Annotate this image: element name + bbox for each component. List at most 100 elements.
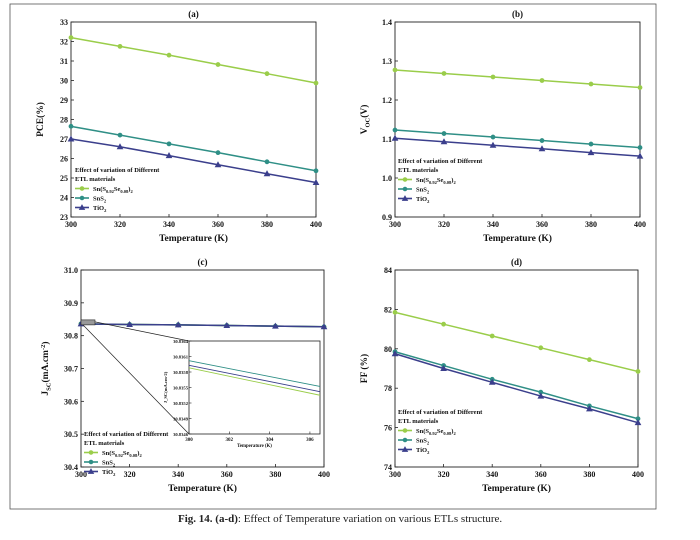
series-line-d-1 [394, 351, 639, 420]
figure-caption: Fig. 14. (a-d): Effect of Temperature va… [178, 513, 678, 525]
y-tick-label-b: 1.3 [382, 57, 392, 66]
series-line-a-2 [70, 138, 317, 184]
y-tick-label-a: 29 [60, 96, 68, 105]
zoom-box [80, 319, 96, 326]
panel-label-c: (c) [198, 257, 208, 267]
legend-title-line1: Effect of variation of Different [398, 409, 483, 416]
y-tick-label-a: 27 [60, 135, 68, 144]
series-line-a-0 [70, 36, 317, 84]
y-tick-label-c: 30.6 [64, 397, 78, 406]
legend-marker-2 [401, 446, 409, 452]
data-point-a-2 [67, 135, 75, 142]
data-point-b-2 [636, 152, 644, 159]
data-point-b-1 [539, 138, 545, 143]
y-tick-label-a: 23 [60, 213, 68, 222]
inset-x-tick-label: 306 [306, 438, 314, 443]
y-tick-label-b: 1.2 [382, 96, 392, 105]
x-tick-label-b: 400 [634, 220, 646, 229]
data-point-b-1 [588, 141, 594, 147]
figure: (a) 300 320 340 360 380 400 23 24 25 26 27 28 29 30 31 3… [9, 3, 657, 510]
x-tick-label-b: 380 [585, 220, 597, 229]
legend-marker-0 [88, 450, 94, 455]
x-tick-label-a: 400 [310, 220, 322, 229]
data-point-b-2 [440, 138, 448, 145]
inset-y-tick-label: 30.8361 [173, 354, 189, 359]
legend-entry-0: Sn(S0.92Se0.08)2 [93, 186, 133, 194]
legend-title-line1: Effect of variation of Different [398, 158, 483, 165]
inset-y-tick-label: 30.8355 [173, 385, 189, 390]
data-point-c-2 [126, 320, 133, 328]
data-point-c-2 [174, 321, 182, 328]
data-point-c-2 [320, 323, 328, 330]
data-point-b-0 [588, 81, 594, 87]
data-point-a-1 [215, 150, 221, 156]
legend-entry-0: Sn(S0.92Se0.08)2 [416, 177, 456, 185]
legend-marker-1 [88, 459, 94, 465]
y-tick-label-d: 78 [384, 384, 392, 393]
legend-title-line1: Effect of variation of Different [75, 167, 160, 174]
data-point-d-0 [538, 345, 544, 351]
caption-label: Fig. 14. [178, 513, 213, 525]
x-tick-label-d: 360 [535, 470, 547, 479]
legend-entry-2: TiO2 [416, 447, 430, 455]
series-line-d-2 [394, 353, 639, 424]
data-point-b-2 [391, 134, 399, 141]
data-point-b-0 [637, 85, 643, 90]
inset-chart: 300 302 304 306 30.8346 30.8349 30.8352 30.8355… [80, 319, 321, 449]
x-tick-label-c: 380 [269, 470, 281, 479]
y-axis-label-d: FF (%) [359, 354, 370, 383]
data-point-d-2 [537, 392, 545, 399]
x-tick-label-c: 300 [75, 470, 87, 479]
legend-entry-1: SnS2 [416, 438, 430, 446]
data-point-a-0 [264, 71, 270, 77]
panel-label-a: (a) [188, 9, 199, 19]
inset-series-line-0 [188, 367, 321, 396]
inset-y-tick-label: 30.8352 [173, 401, 189, 406]
data-point-b-0 [490, 74, 496, 80]
x-tick-label-a: 360 [212, 220, 224, 229]
legend-marker-1 [402, 437, 408, 443]
legend-entry-2: TiO2 [416, 196, 430, 204]
y-tick-label-d: 82 [384, 305, 392, 314]
data-point-d-0 [441, 321, 447, 327]
y-tick-label-b: 1.0 [382, 174, 392, 183]
plot-frame-b [394, 21, 641, 218]
series-line-a-1 [70, 125, 317, 172]
y-tick-label-c: 30.9 [64, 299, 78, 308]
data-point-b-2 [587, 149, 595, 156]
legend-marker-2 [87, 468, 95, 474]
legend-entry-0: Sn(S0.92Se0.08)2 [102, 450, 142, 458]
y-tick-label-b: 1.1 [382, 135, 392, 144]
data-point-b-0 [392, 67, 398, 73]
data-point-a-0 [215, 62, 221, 67]
x-tick-label-a: 380 [261, 220, 273, 229]
data-point-c-2 [272, 322, 279, 329]
data-point-b-1 [637, 145, 643, 150]
data-point-a-1 [166, 141, 172, 147]
legend-marker-1 [79, 195, 85, 201]
legend-entry-1: SnS2 [93, 196, 107, 204]
legend-marker-2 [401, 195, 409, 201]
data-point-a-2 [263, 170, 271, 177]
y-tick-label-d: 74 [384, 463, 392, 472]
y-tick-label-c: 30.8 [64, 332, 78, 341]
data-point-a-1 [117, 132, 123, 138]
y-tick-label-a: 26 [60, 155, 68, 164]
y-tick-label-d: 84 [384, 266, 392, 275]
y-tick-label-c: 30.4 [64, 463, 78, 472]
panel-label-b: (b) [512, 9, 523, 19]
x-axis-label-b: Temperature (K) [483, 233, 552, 244]
x-tick-label-a: 340 [163, 220, 175, 229]
legend-entry-2: TiO2 [102, 469, 116, 477]
inset-y-tick-label: 30.8349 [173, 416, 189, 421]
data-point-d-0 [635, 369, 641, 374]
inset-x-label: Temperature (K) [237, 444, 272, 449]
x-tick-label-d: 400 [632, 470, 644, 479]
x-axis-label-c: Temperature (K) [168, 483, 237, 494]
data-point-a-2 [165, 152, 173, 159]
legend-entry-1: SnS2 [416, 187, 430, 195]
data-point-b-0 [539, 78, 545, 83]
data-point-d-0 [392, 309, 398, 315]
x-axis-label-d: Temperature (K) [482, 483, 551, 494]
inset-x-tick-label: 302 [226, 438, 234, 443]
